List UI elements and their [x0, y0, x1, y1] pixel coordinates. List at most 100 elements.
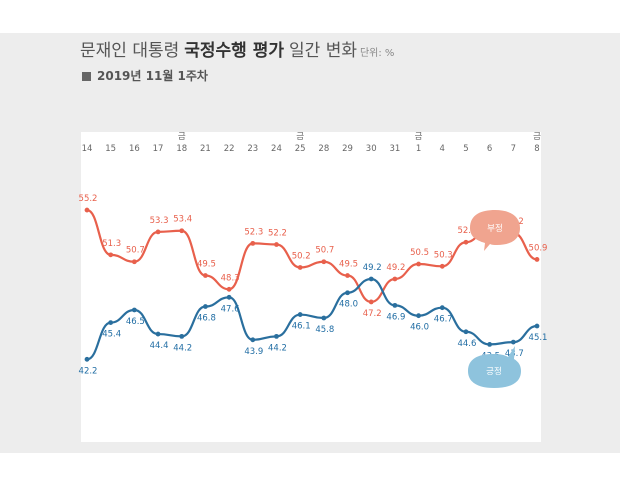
positive-value-label: 48.0 — [339, 300, 358, 310]
unit-label: 단위: % — [359, 48, 395, 59]
negative-legend-bubble: 부정 — [470, 210, 520, 251]
positive-legend-bubble: 긍정 — [468, 346, 521, 388]
x-tick-label: 28 — [318, 144, 329, 154]
negative-point — [463, 239, 469, 245]
x-tick-label: 17 — [153, 144, 164, 154]
positive-point — [510, 339, 516, 345]
positive-point — [179, 333, 185, 339]
positive-point — [250, 337, 256, 343]
x-tick-label: 7 — [511, 144, 516, 154]
positive-point — [131, 307, 137, 313]
positive-point — [439, 305, 445, 311]
x-tick-label: 16 — [129, 144, 140, 154]
x-tick-label: 21 — [200, 144, 211, 154]
title-part-2: 국정수행 평가 — [184, 41, 285, 61]
negative-point — [108, 252, 114, 258]
x-tick-label: 24 — [271, 144, 282, 154]
positive-value-label: 46.8 — [197, 314, 216, 324]
negative-point — [179, 228, 185, 234]
positive-value-label: 44.4 — [150, 341, 169, 351]
positive-point — [203, 304, 208, 309]
x-tick-label: 15 — [105, 144, 116, 154]
x-tick-label: 25 — [295, 144, 306, 154]
x-tick-label: 22 — [224, 144, 235, 154]
positive-value-label: 45.8 — [315, 325, 334, 335]
positive-value-label: 44.6 — [457, 339, 476, 349]
friday-marker: 금 — [178, 132, 186, 142]
x-tick-label: 29 — [342, 144, 353, 154]
positive-value-label: 46.5 — [126, 317, 145, 327]
positive-line — [86, 277, 538, 361]
negative-value-label: 53.3 — [150, 216, 169, 226]
negative-point — [226, 286, 232, 292]
positive-point — [108, 320, 114, 325]
positive-value-label: 46.7 — [434, 315, 453, 325]
negative-value-label: 47.2 — [363, 309, 382, 319]
x-tick-label: 8 — [534, 144, 539, 154]
x-tick-label: 30 — [366, 144, 377, 154]
negative-value-label: 50.7 — [126, 246, 145, 256]
negative-point — [321, 259, 327, 265]
negative-point — [392, 276, 398, 282]
positive-point — [321, 315, 327, 321]
negative-point — [534, 257, 540, 262]
subtitle-text: 2019년 11월 1주차 — [97, 69, 208, 83]
x-tick-label: 14 — [82, 144, 93, 154]
negative-value-label: 50.7 — [315, 246, 334, 256]
title-part-1: 문재인 대통령 — [80, 41, 180, 61]
negative-value-label: 52.2 — [268, 229, 287, 239]
data-labels: 55.2 42.2 51.3 45.4 50.7 46.5 53.3 44.4 53.4 44.2… — [79, 194, 548, 376]
negative-point — [368, 299, 374, 305]
x-tick-label: 31 — [389, 144, 400, 154]
x-tick-label: 4 — [440, 144, 445, 154]
positive-value-label: 45.4 — [102, 330, 121, 340]
negative-point — [274, 242, 279, 247]
negative-point — [131, 259, 137, 265]
positive-value-label: 45.1 — [529, 333, 548, 343]
positive-value-label: 46.9 — [386, 312, 405, 322]
negative-point — [250, 240, 256, 246]
positive-value-label: 46.0 — [410, 323, 429, 333]
positive-point — [368, 276, 374, 282]
negative-bubble-shape — [470, 210, 520, 251]
positive-bubble-label: 긍정 — [486, 366, 502, 377]
negative-value-label: 49.2 — [386, 263, 405, 273]
x-tick-label: 1 — [416, 144, 421, 154]
positive-value-label: 43.9 — [244, 347, 263, 357]
negative-point — [416, 261, 421, 267]
chart-title: 문재인 대통령 국정수행 평가 일간 변화 단위: % — [80, 36, 394, 61]
x-tick-label: 5 — [463, 144, 468, 154]
negative-bubble-label: 부정 — [487, 223, 503, 234]
negative-value-label: 51.3 — [102, 239, 121, 249]
positive-point — [463, 329, 469, 335]
x-tick-label: 18 — [176, 144, 187, 154]
negative-value-label: 49.5 — [339, 260, 358, 270]
negative-point — [439, 263, 445, 269]
positive-point — [226, 294, 232, 300]
positive-bubble-shape — [468, 346, 521, 388]
positive-value-label: 42.2 — [79, 366, 98, 376]
x-tick-label: 6 — [487, 144, 492, 154]
negative-point — [155, 229, 161, 235]
positive-point — [297, 312, 303, 317]
plot-area — [81, 132, 541, 442]
friday-marker: 금 — [415, 132, 423, 142]
negative-value-label: 50.3 — [434, 250, 453, 260]
positive-point — [345, 290, 350, 296]
positive-value-label: 44.2 — [173, 343, 192, 353]
positive-point — [155, 331, 161, 337]
negative-value-label: 50.5 — [410, 248, 429, 258]
negative-point — [297, 265, 303, 270]
negative-value-label: 50.2 — [292, 251, 311, 261]
positive-point — [416, 313, 421, 319]
x-axis-labels: 14 15 16 17 18 21 22 23 24 25 28 29 30 31 1 4 5 6 7 8금 금 금 금 — [82, 132, 542, 154]
negative-value-label: 48.3 — [221, 273, 240, 283]
positive-value-label: 46.1 — [292, 322, 311, 332]
negative-value-label: 52.4 — [457, 226, 476, 236]
negative-point — [84, 207, 90, 213]
negative-value-label: 53.4 — [173, 215, 192, 225]
positive-value-label: 47.6 — [221, 304, 240, 314]
title-part-3: 일간 변화 — [289, 41, 357, 61]
negative-value-label: 49.5 — [197, 260, 216, 270]
